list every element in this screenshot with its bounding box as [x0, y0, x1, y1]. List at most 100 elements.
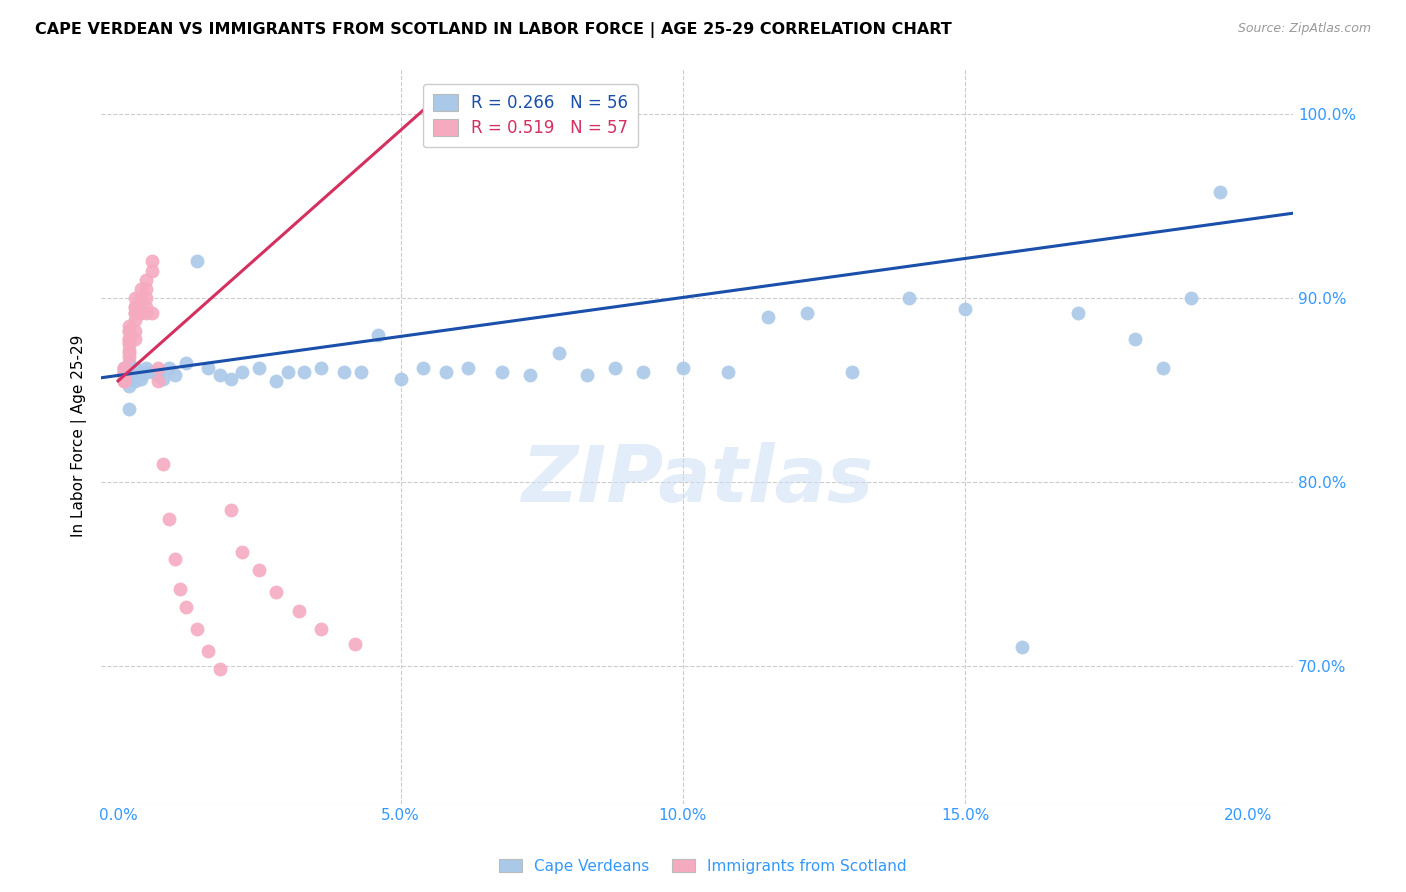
Point: [333, 365, 356, 379]
Point: [112, 374, 135, 388]
Point: [112, 372, 135, 386]
Point: [519, 368, 541, 383]
Point: [129, 368, 152, 383]
Point: [350, 365, 373, 379]
Point: [118, 355, 141, 369]
Point: [457, 361, 479, 376]
Point: [129, 294, 152, 309]
Point: [146, 361, 169, 376]
Point: [157, 512, 180, 526]
Point: [841, 365, 863, 379]
Point: [197, 644, 219, 658]
Point: [174, 355, 197, 369]
Point: [112, 365, 135, 379]
Point: [146, 368, 169, 383]
Point: [118, 346, 141, 360]
Point: [129, 372, 152, 386]
Point: [434, 365, 457, 379]
Point: [118, 335, 141, 350]
Point: [118, 324, 141, 338]
Point: [1123, 332, 1146, 346]
Text: CAPE VERDEAN VS IMMIGRANTS FROM SCOTLAND IN LABOR FORCE | AGE 25-29 CORRELATION : CAPE VERDEAN VS IMMIGRANTS FROM SCOTLAND…: [35, 22, 952, 38]
Point: [247, 361, 270, 376]
Point: [118, 324, 141, 338]
Point: [118, 332, 141, 346]
Point: [1152, 361, 1174, 376]
Point: [247, 563, 270, 577]
Point: [135, 306, 157, 320]
Point: [141, 306, 163, 320]
Point: [135, 365, 157, 379]
Point: [124, 306, 146, 320]
Point: [1067, 306, 1090, 320]
Point: [118, 350, 141, 364]
Point: [141, 263, 163, 277]
Point: [146, 374, 169, 388]
Point: [124, 324, 146, 338]
Point: [135, 301, 157, 315]
Point: [141, 365, 163, 379]
Point: [129, 291, 152, 305]
Point: [311, 622, 333, 636]
Point: [118, 318, 141, 333]
Point: [152, 457, 174, 471]
Point: [169, 582, 191, 596]
Legend: R = 0.266   N = 56, R = 0.519   N = 57: R = 0.266 N = 56, R = 0.519 N = 57: [423, 84, 638, 147]
Point: [208, 368, 231, 383]
Point: [124, 332, 146, 346]
Point: [112, 365, 135, 379]
Point: [672, 361, 695, 376]
Point: [112, 368, 135, 383]
Point: [112, 368, 135, 383]
Point: [547, 346, 569, 360]
Text: ZIPatlas: ZIPatlas: [522, 442, 873, 518]
Point: [756, 310, 779, 324]
Point: [955, 302, 977, 317]
Point: [575, 368, 598, 383]
Point: [118, 337, 141, 351]
Point: [231, 545, 253, 559]
Point: [288, 604, 311, 618]
Point: [112, 365, 135, 379]
Point: [163, 368, 186, 383]
Point: [412, 361, 434, 376]
Point: [163, 552, 186, 566]
Point: [264, 374, 287, 388]
Point: [157, 361, 180, 376]
Point: [264, 585, 287, 599]
Point: [129, 306, 152, 320]
Point: [135, 282, 157, 296]
Y-axis label: In Labor Force | Age 25-29: In Labor Force | Age 25-29: [72, 334, 87, 537]
Point: [124, 306, 146, 320]
Point: [897, 291, 920, 305]
Point: [633, 365, 655, 379]
Point: [124, 291, 146, 305]
Point: [135, 273, 157, 287]
Point: [219, 372, 242, 386]
Point: [124, 368, 146, 383]
Point: [112, 361, 135, 376]
Point: [796, 306, 818, 320]
Point: [186, 254, 208, 268]
Point: [118, 343, 141, 357]
Point: [124, 313, 146, 327]
Point: [1208, 185, 1230, 199]
Point: [294, 365, 316, 379]
Point: [311, 361, 333, 376]
Point: [129, 282, 152, 296]
Point: [135, 361, 157, 376]
Point: [605, 361, 627, 376]
Point: [112, 374, 135, 388]
Point: [124, 301, 146, 315]
Point: [277, 365, 299, 379]
Point: [1011, 640, 1033, 655]
Point: [124, 374, 146, 388]
Point: [152, 372, 174, 386]
Point: [344, 637, 367, 651]
Point: [112, 361, 135, 376]
Point: [118, 332, 141, 346]
Point: [231, 365, 253, 379]
Text: Source: ZipAtlas.com: Source: ZipAtlas.com: [1237, 22, 1371, 36]
Point: [112, 361, 135, 376]
Point: [141, 254, 163, 268]
